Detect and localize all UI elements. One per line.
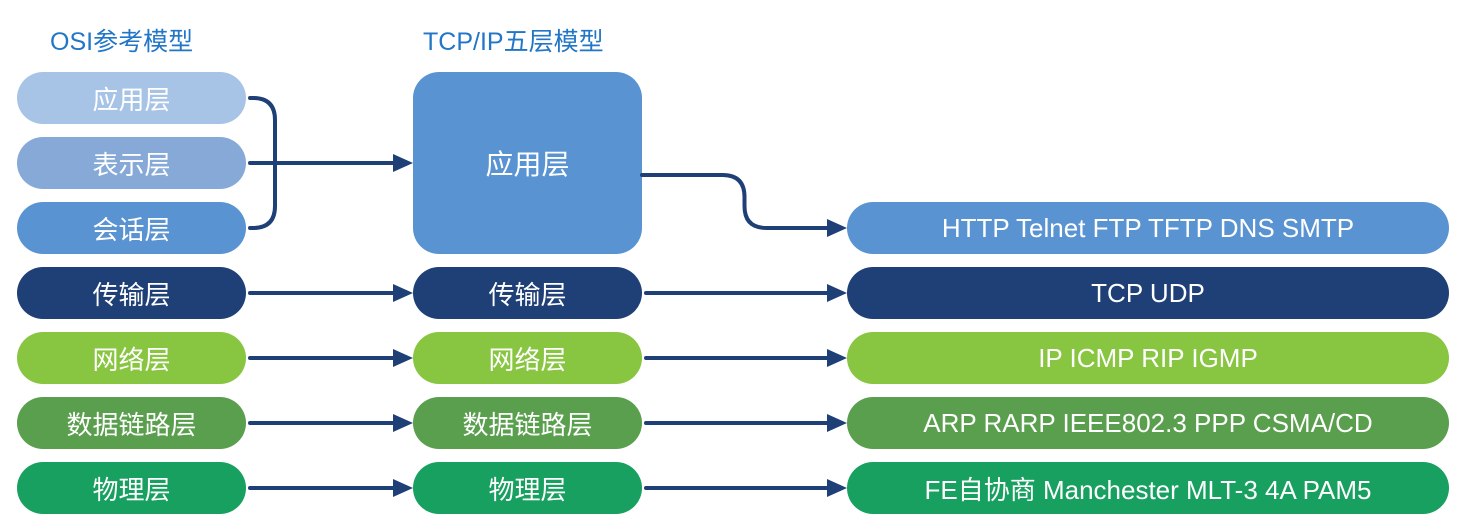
- osi-layer: 表示层: [17, 137, 246, 189]
- tcp-application-layer: 应用层: [413, 72, 642, 254]
- protocol-row: ARP RARP IEEE802.3 PPP CSMA/CD: [847, 397, 1449, 449]
- tcp-layer: 数据链路层: [413, 397, 642, 449]
- protocol-row: IP ICMP RIP IGMP: [847, 332, 1449, 384]
- protocol-row: FE自协商 Manchester MLT-3 4A PAM5: [847, 462, 1449, 514]
- osi-heading: OSI参考模型: [50, 22, 193, 58]
- osi-layer: 会话层: [17, 202, 246, 254]
- tcp-heading: TCP/IP五层模型: [423, 22, 604, 58]
- protocol-row: TCP UDP: [847, 267, 1449, 319]
- osi-layer: 数据链路层: [17, 397, 246, 449]
- tcp-layer: 物理层: [413, 462, 642, 514]
- protocol-row: HTTP Telnet FTP TFTP DNS SMTP: [847, 202, 1449, 254]
- tcp-layer: 网络层: [413, 332, 642, 384]
- osi-layer: 物理层: [17, 462, 246, 514]
- osi-layer: 网络层: [17, 332, 246, 384]
- osi-layer: 传输层: [17, 267, 246, 319]
- osi-layer: 应用层: [17, 72, 246, 124]
- tcp-layer: 传输层: [413, 267, 642, 319]
